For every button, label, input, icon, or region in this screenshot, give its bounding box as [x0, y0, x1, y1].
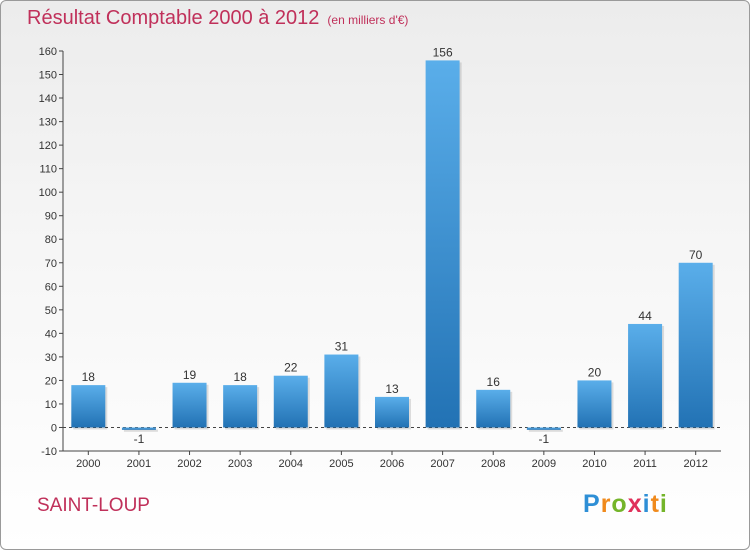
y-tick-label: 110	[39, 164, 57, 176]
data-label: -1	[539, 432, 550, 446]
bar	[526, 427, 561, 430]
bar	[324, 354, 359, 428]
data-label: 70	[689, 248, 703, 262]
y-tick-label: 10	[45, 399, 57, 411]
logo-letter: i	[642, 490, 651, 518]
data-label: 20	[588, 365, 602, 379]
y-tick-label: 160	[39, 46, 57, 58]
y-tick-label: 150	[39, 70, 57, 82]
logo-letter: P	[583, 490, 601, 518]
commune-name: SAINT-LOUP	[37, 495, 150, 516]
y-tick-label: 90	[45, 211, 57, 223]
x-tick-label: 2011	[633, 458, 657, 470]
data-label: -1	[134, 432, 145, 446]
data-label: 22	[284, 361, 298, 375]
chart-axes: -10 0 10 20 30 40 50 60 70 80 90 100 110 120 130 140 150…	[39, 46, 721, 470]
y-tick-label: 100	[39, 187, 57, 199]
y-tick-label: 120	[39, 140, 57, 152]
y-tick-label: -10	[41, 446, 57, 458]
x-tick-label: 2008	[481, 458, 505, 470]
x-tick-label: 2004	[279, 458, 303, 470]
data-label: 18	[82, 370, 96, 384]
y-tick-label: 80	[45, 234, 57, 246]
x-tick-label: 2003	[228, 458, 252, 470]
bar	[223, 385, 258, 428]
bar	[628, 323, 663, 428]
x-tick-label: 2012	[683, 458, 707, 470]
bar	[678, 262, 713, 428]
y-tick-label: 40	[45, 328, 57, 340]
y-tick-label: 0	[51, 422, 57, 434]
title-text: Résultat Comptable 2000 à 2012	[27, 7, 320, 29]
chart-bars	[71, 60, 715, 432]
x-tick-label: 2007	[430, 458, 454, 470]
y-tick-label: 130	[39, 117, 57, 129]
data-label: 44	[638, 309, 652, 323]
bar	[476, 389, 511, 428]
data-label: 31	[335, 340, 349, 354]
data-label: 16	[487, 375, 501, 389]
y-tick-label: 50	[45, 305, 57, 317]
chart-subtitle: (en milliers d'€)	[327, 13, 409, 27]
bar	[577, 380, 612, 428]
logo-letter: t	[650, 490, 660, 518]
bar-shadow	[123, 429, 158, 432]
x-tick-label: 2005	[329, 458, 353, 470]
logo-letter: x	[627, 490, 643, 518]
data-label: 156	[433, 45, 453, 59]
bar-shadow	[528, 429, 563, 432]
y-tick-label: 30	[45, 352, 57, 364]
y-tick-label: 70	[45, 258, 57, 270]
y-tick-label: 20	[45, 375, 57, 387]
bar	[71, 385, 106, 428]
bar	[425, 60, 460, 428]
proxiti-logo[interactable]: Proxiti	[583, 490, 668, 519]
x-tick-label: 2010	[582, 458, 606, 470]
data-label: 18	[233, 370, 247, 384]
data-label: 19	[183, 368, 197, 382]
bar	[121, 427, 156, 430]
x-tick-label: 2001	[127, 458, 151, 470]
logo-letter: o	[611, 490, 628, 518]
chart-title: Résultat Comptable 2000 à 2012 (en millie…	[27, 7, 408, 30]
bar	[375, 396, 409, 428]
y-tick-label: 140	[39, 93, 57, 105]
logo-letter: r	[600, 490, 612, 518]
bar	[172, 382, 207, 428]
x-tick-label: 2009	[532, 458, 556, 470]
y-tick-label: 60	[45, 281, 57, 293]
bar-chart: -10 0 10 20 30 40 50 60 70 80 90 100 110 120 130 140 150…	[39, 45, 721, 470]
x-tick-label: 2000	[76, 458, 100, 470]
logo-letter: i	[659, 490, 668, 518]
data-label: 13	[385, 382, 399, 396]
x-tick-label: 2002	[177, 458, 201, 470]
bar	[273, 375, 308, 428]
chart-data-labels: 18 -1 19 18 22 31 13 156 16 -1 20 44 70	[82, 45, 703, 445]
x-tick-label: 2006	[380, 458, 404, 470]
